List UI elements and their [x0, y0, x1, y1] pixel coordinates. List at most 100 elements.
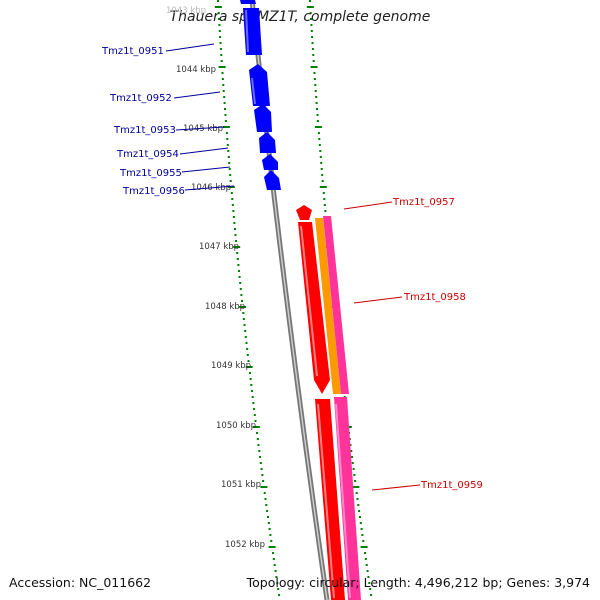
minor-tick: [224, 120, 227, 122]
minor-tick: [323, 198, 326, 200]
minor-tick: [258, 450, 261, 452]
gene-highlight: [300, 225, 318, 377]
minor-tick: [313, 72, 316, 74]
minor-tick: [217, 12, 220, 14]
minor-tick: [322, 192, 325, 194]
gene-label[interactable]: Tmz1t_0957: [392, 197, 455, 208]
minor-tick: [352, 468, 355, 470]
minor-tick: [228, 168, 231, 170]
minor-tick: [324, 210, 327, 212]
gene-label[interactable]: Tmz1t_0951: [101, 46, 164, 57]
minor-tick: [221, 78, 224, 80]
minor-tick: [351, 462, 354, 464]
gene-feature[interactable]: [262, 154, 278, 170]
minor-tick: [311, 36, 314, 38]
minor-tick: [316, 120, 319, 122]
minor-tick: [239, 288, 242, 290]
gene-label[interactable]: Tmz1t_0952: [109, 93, 172, 104]
major-tick: [239, 306, 247, 308]
minor-tick: [234, 234, 237, 236]
minor-tick: [229, 180, 232, 182]
gene-label[interactable]: Tmz1t_0955: [119, 168, 182, 179]
label-leader-line: [371, 484, 421, 491]
minor-tick: [220, 54, 223, 56]
minor-tick: [252, 402, 255, 404]
minor-tick: [370, 594, 373, 596]
minor-tick: [356, 498, 359, 500]
label-leader-line: [179, 147, 229, 155]
minor-tick: [316, 108, 318, 110]
reverse-gene-labels: Tmz1t_0957 Tmz1t_0958 Tmz1t_0959: [343, 197, 483, 491]
gene-label[interactable]: Tmz1t_0956: [122, 186, 185, 197]
minor-tick: [244, 336, 247, 338]
major-tick: [352, 486, 360, 488]
minor-tick: [251, 390, 253, 392]
label-leader-line: [165, 43, 215, 52]
label-leader-line: [184, 185, 235, 191]
minor-tick: [222, 84, 225, 86]
minor-tick: [315, 96, 318, 98]
gene-label[interactable]: Tmz1t_0954: [116, 149, 179, 160]
minor-tick: [242, 318, 245, 320]
gene-feature[interactable]: [334, 397, 361, 600]
minor-tick: [253, 408, 256, 410]
gene-feature[interactable]: [264, 170, 281, 190]
gene-feature[interactable]: [254, 104, 272, 132]
reverse-gene-track: [296, 205, 361, 600]
gene-feature[interactable]: [240, 0, 256, 4]
minor-tick: [278, 594, 281, 596]
minor-tick: [367, 576, 370, 578]
major-tick: [227, 186, 235, 188]
minor-tick: [309, 12, 312, 14]
minor-tick: [245, 342, 248, 344]
minor-tick: [246, 354, 249, 356]
minor-tick: [268, 528, 271, 530]
minor-tick: [256, 438, 259, 440]
minor-tick: [219, 42, 222, 44]
minor-tick: [353, 474, 356, 476]
minor-tick: [223, 102, 226, 104]
gene-label[interactable]: Tmz1t_0958: [403, 292, 466, 303]
gene-highlight: [251, 77, 256, 105]
minor-tick: [226, 138, 229, 140]
minor-tick: [247, 360, 250, 362]
minor-tick: [310, 24, 313, 26]
gene-feature[interactable]: [296, 205, 312, 220]
gene-feature[interactable]: [323, 216, 349, 394]
minor-tick: [238, 276, 241, 278]
minor-tick: [314, 84, 317, 86]
minor-tick: [364, 552, 366, 554]
scale-tick-label: 1045 kbp: [183, 124, 223, 134]
label-leader-line: [343, 201, 393, 210]
minor-tick: [357, 504, 360, 506]
scale-tick-label: 1050 kbp: [216, 421, 256, 431]
gene-feature[interactable]: [259, 132, 276, 153]
minor-tick: [354, 480, 357, 482]
major-tick: [252, 426, 260, 428]
gene-feature[interactable]: [315, 218, 341, 394]
map-title: Thauera sp. MZ1T, complete genome: [169, 9, 431, 25]
minor-tick: [277, 588, 280, 590]
minor-tick: [227, 150, 230, 152]
minor-tick: [244, 330, 247, 332]
scale-tick-label: 1043 kbp: [166, 6, 206, 16]
minor-tick: [350, 450, 353, 452]
major-tick: [319, 186, 327, 188]
minor-tick: [238, 270, 240, 272]
minor-tick: [267, 522, 270, 524]
minor-tick: [319, 150, 322, 152]
minor-tick: [232, 210, 235, 212]
gene-highlight: [317, 403, 335, 599]
minor-tick: [359, 516, 361, 518]
gene-label[interactable]: Tmz1t_0959: [420, 480, 483, 491]
minor-tick: [256, 432, 258, 434]
minor-tick: [274, 570, 277, 572]
minor-tick: [266, 510, 269, 512]
major-tick: [245, 366, 253, 368]
minor-tick: [217, 0, 219, 2]
minor-tick: [227, 156, 230, 158]
forward-gene-labels: Tmz1t_0951 Tmz1t_0952 Tmz1t_0953 Tmz1t_0…: [101, 43, 235, 197]
scale-tick-label: 1048 kbp: [205, 302, 245, 312]
gene-label[interactable]: Tmz1t_0953: [113, 125, 176, 136]
